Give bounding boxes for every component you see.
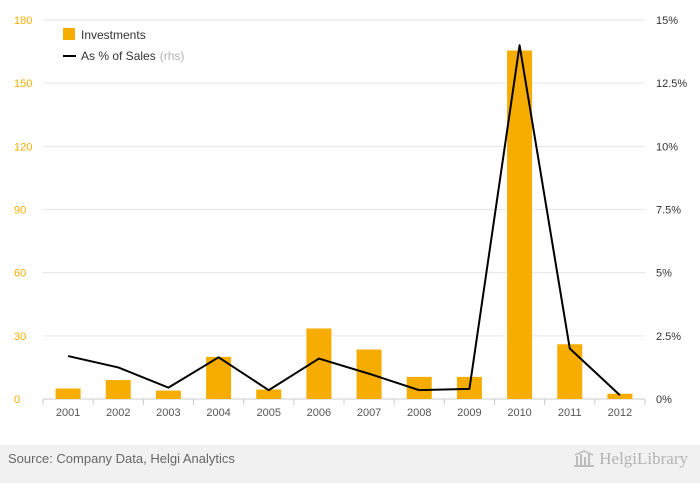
investment-bar [55,388,81,399]
legend-label-percent: As % of Sales (rhs) [81,49,184,63]
left-axis-tick-label: 180 [14,15,32,27]
x-axis-tick-label: 2008 [407,407,431,419]
investment-bar [607,393,633,399]
percent-of-sales-series-line [67,44,621,396]
left-axis-tick-label: 60 [14,268,26,280]
right-axis-tick-label: 0% [656,394,672,406]
x-axis-tick-label: 2012 [608,407,632,419]
left-axis-tick-label: 120 [14,141,32,153]
x-axis-tick-label: 2005 [257,407,281,419]
x-axis-tick-label: 2004 [206,407,230,419]
left-axis-tick-label: 0 [14,394,20,406]
investment-bars [55,50,633,400]
x-axis-tick-label: 2007 [357,407,381,419]
left-axis-tick-label: 30 [14,331,26,343]
x-axis-tick-label: 2010 [507,407,531,419]
legend: Investments As % of Sales (rhs) [63,28,184,63]
investment-bar [406,376,432,399]
brand-name: HelgiLibrary [599,449,688,468]
investment-bar [155,390,181,399]
left-axis-tick-label: 150 [14,78,32,90]
investment-bar [256,389,282,399]
legend-label-investments: Investments [81,28,146,42]
x-axis-tick-label: 2001 [56,407,80,419]
gridlines [43,19,645,400]
right-axis-tick-label: 10% [656,141,678,153]
right-axis-tick-label: 2.5% [656,331,681,343]
x-axis-tick-label: 2009 [457,407,481,419]
chart: 0 30 60 90 120 150 180 0% 2.5% 5% 7.5% 10% 12.5% 15%… [14,15,687,419]
investment-bar [557,344,583,399]
brand-logo: HelgiLibrary [573,449,688,469]
source-note: Source: Company Data, Helgi Analytics [8,451,235,466]
x-axis-tick-label: 2006 [307,407,331,419]
right-axis-ticks: 0% 2.5% 5% 7.5% 10% 12.5% 15% [656,15,687,406]
x-axis-tick-label: 2002 [106,407,130,419]
legend-label-percent-name: As % of Sales [81,49,156,63]
x-axis-tick-label: 2011 [558,407,582,419]
legend-swatch-investments [63,28,75,40]
legend-label-percent-suffix: (rhs) [160,49,185,63]
investment-bar [105,380,131,399]
right-axis-tick-label: 15% [656,15,678,27]
percent-of-sales-line [67,44,621,396]
right-axis-tick-label: 7.5% [656,205,681,217]
left-axis-tick-label: 90 [14,205,26,217]
right-axis-tick-label: 5% [656,268,672,280]
x-axis-tick-label: 2003 [156,407,180,419]
library-icon [574,450,595,467]
right-axis-tick-label: 12.5% [656,78,687,90]
left-axis-ticks: 0 30 60 90 120 150 180 [14,15,32,406]
x-axis-ticks: 2001 2002 2003 2004 2005 2006 2007 2008 2009 2010… [42,399,646,419]
